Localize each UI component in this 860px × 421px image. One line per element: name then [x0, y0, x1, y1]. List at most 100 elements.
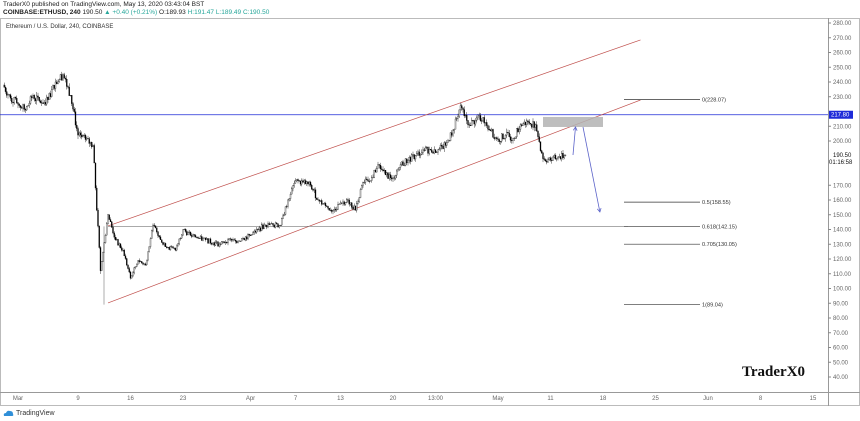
candle — [86, 138, 88, 140]
candle — [248, 233, 250, 236]
candle — [449, 132, 452, 142]
candle — [209, 238, 212, 244]
candle — [351, 202, 353, 208]
candle — [529, 123, 532, 125]
candle — [16, 98, 18, 103]
candle — [357, 201, 359, 204]
y-tick-label: 100.00 — [833, 287, 852, 293]
candle — [328, 207, 330, 211]
candle — [417, 151, 419, 154]
candle — [438, 148, 440, 151]
projection-arrow-line[interactable] — [572, 126, 576, 156]
channel-lower-line[interactable] — [107, 99, 641, 304]
candle — [147, 251, 149, 261]
channel-upper-line[interactable] — [107, 39, 641, 227]
candle — [151, 229, 153, 239]
candle — [564, 154, 567, 156]
candle — [327, 206, 329, 209]
candle — [199, 236, 202, 239]
candle — [29, 96, 32, 104]
candle — [331, 210, 333, 212]
ohlc-close: C:190.50 — [242, 9, 270, 16]
candle — [112, 226, 114, 234]
candle — [436, 151, 438, 153]
candle — [272, 223, 274, 226]
x-tick-label: Jun — [703, 396, 713, 402]
candle — [531, 123, 533, 128]
candle — [152, 224, 154, 231]
candle — [299, 180, 302, 185]
candle — [79, 132, 82, 136]
candle — [478, 115, 480, 117]
candle — [399, 164, 402, 168]
resistance-zone[interactable] — [543, 116, 603, 127]
candle — [349, 202, 352, 205]
candle — [114, 236, 117, 240]
tradingview-cloud-icon — [3, 410, 14, 416]
candle — [21, 107, 23, 109]
candle — [548, 157, 550, 160]
candle — [428, 149, 430, 154]
candle — [6, 91, 8, 96]
candle — [77, 128, 79, 136]
candle — [532, 121, 534, 128]
candle — [206, 238, 208, 240]
candle — [202, 238, 204, 241]
y-tick-label: 270.00 — [833, 36, 852, 42]
candle — [303, 180, 305, 183]
tradingview-logo[interactable]: TradingView — [3, 409, 55, 417]
candle — [312, 189, 314, 191]
candle — [561, 153, 563, 159]
projection-arrow-line[interactable] — [582, 126, 601, 213]
candle — [314, 189, 317, 199]
candle — [309, 181, 312, 186]
candle — [39, 100, 42, 103]
candle — [389, 174, 392, 179]
candle — [447, 140, 449, 143]
candle — [416, 153, 418, 156]
candle — [36, 95, 38, 102]
candle — [124, 255, 127, 259]
candle — [406, 158, 408, 164]
candle — [81, 134, 83, 138]
candle — [377, 164, 379, 169]
y-tick-label: 40.00 — [833, 375, 849, 381]
candle — [88, 138, 90, 144]
candle — [244, 236, 247, 241]
candle — [273, 224, 275, 228]
fib-level-label: 0.618(142.15) — [702, 224, 737, 230]
y-tick-label: 280.00 — [833, 21, 852, 27]
candle — [454, 118, 457, 130]
candle — [384, 169, 387, 176]
candle — [374, 169, 377, 173]
candle — [267, 223, 269, 228]
candle — [43, 102, 45, 104]
candle — [294, 180, 297, 184]
x-tick-label: Mar — [13, 396, 23, 402]
candle — [226, 242, 228, 244]
candle — [138, 260, 140, 263]
fib-level-label: 0.5(158.55) — [702, 200, 731, 206]
candle — [337, 204, 339, 210]
candle — [211, 242, 213, 245]
candle — [101, 261, 103, 271]
candle — [474, 120, 477, 125]
candle — [161, 239, 163, 243]
candle — [19, 105, 22, 108]
candle — [431, 149, 433, 153]
x-tick-label: 20 — [390, 396, 397, 402]
candle — [497, 138, 499, 140]
candle — [482, 117, 484, 122]
candle — [517, 128, 519, 132]
candle — [98, 225, 100, 248]
candle — [432, 151, 434, 154]
candle — [499, 140, 502, 142]
candle — [38, 96, 40, 102]
candle — [553, 155, 555, 158]
x-tick-label: Apr — [246, 396, 255, 402]
y-tick-label: 260.00 — [833, 51, 852, 57]
candle — [292, 185, 294, 189]
candle — [544, 159, 547, 162]
y-tick-label: 170.00 — [833, 183, 852, 189]
